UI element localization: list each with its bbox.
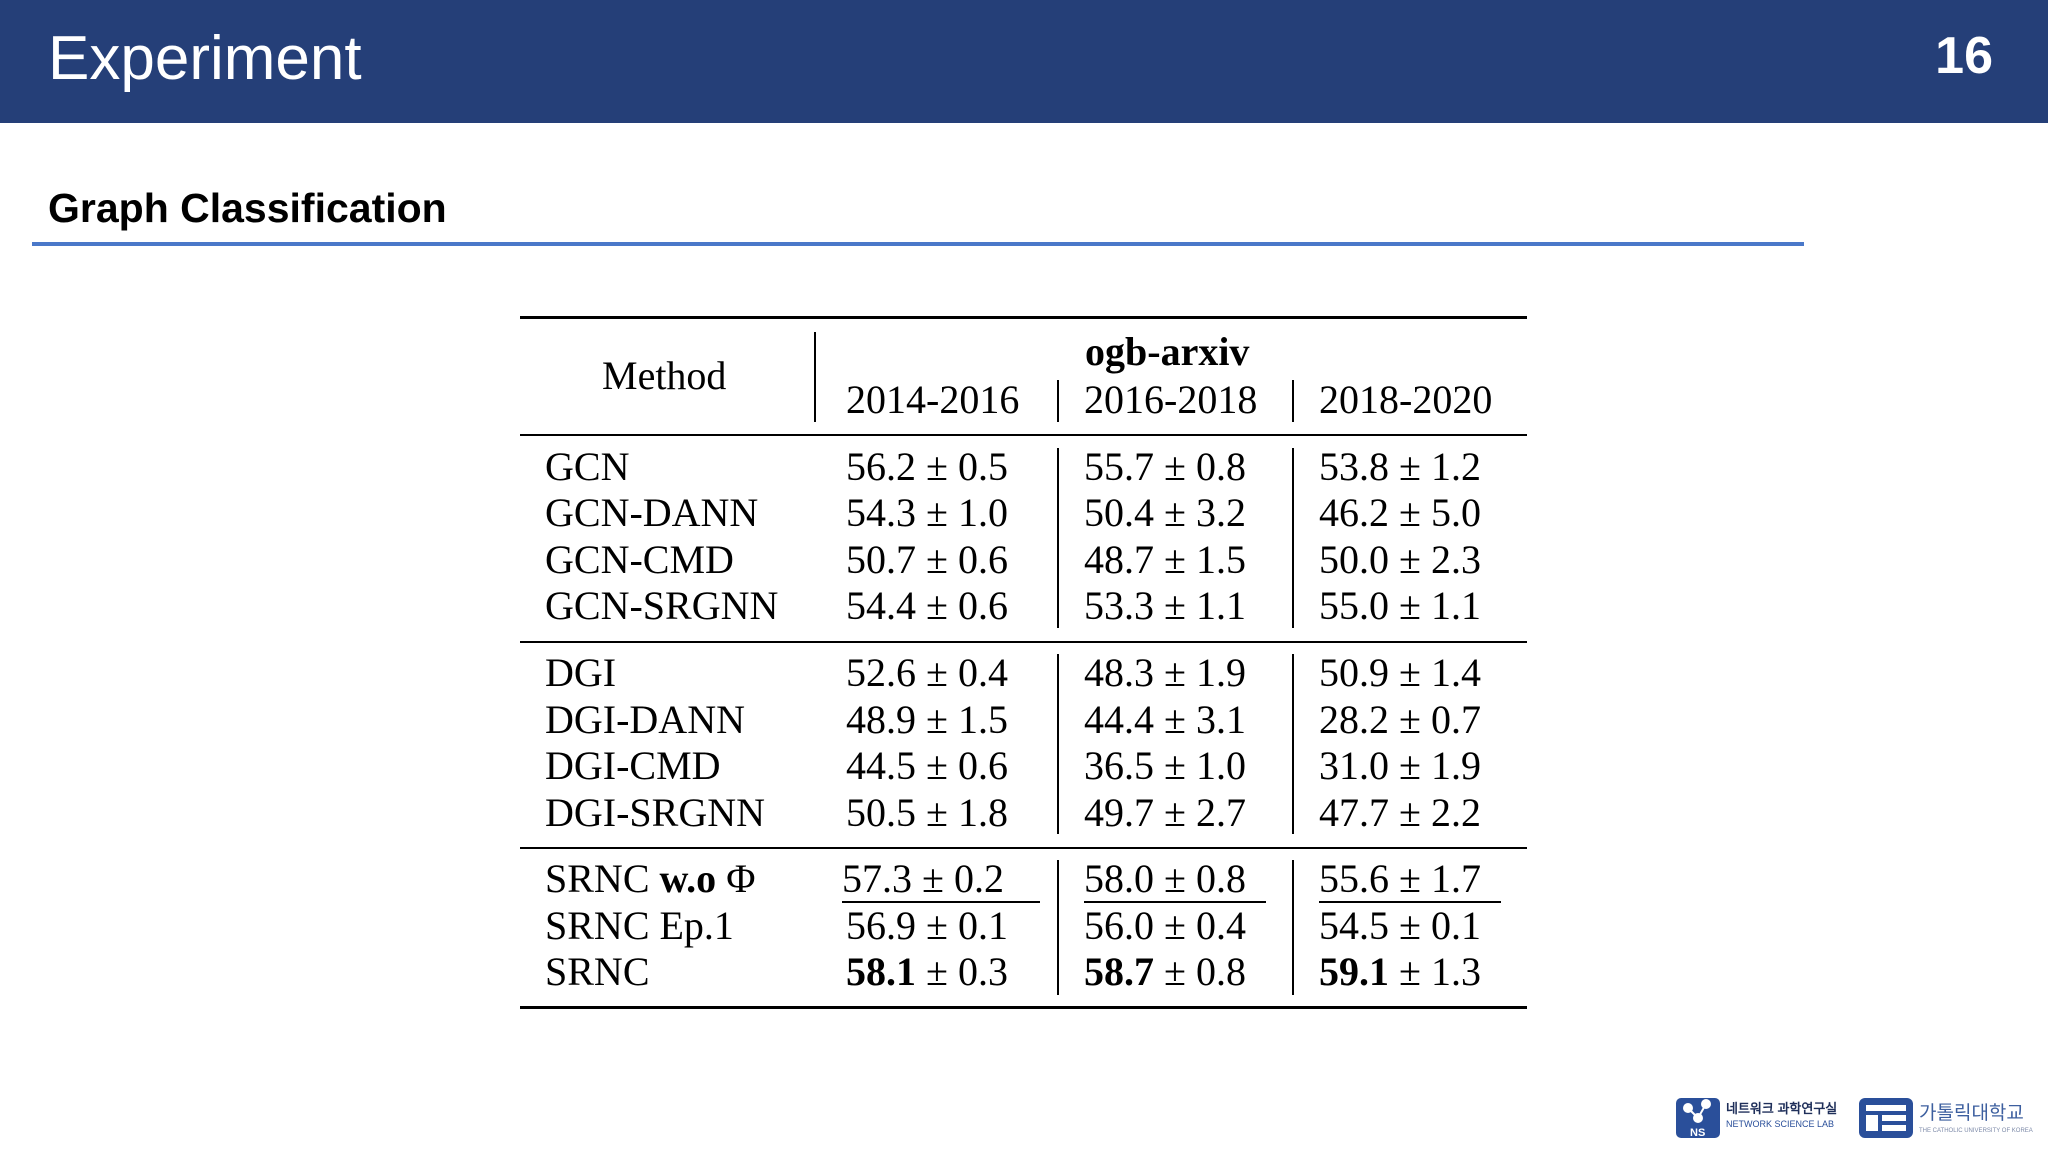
column-separator xyxy=(1057,448,1059,628)
value-underline xyxy=(1319,901,1501,903)
method-cell: DGI xyxy=(545,650,617,695)
value-rest: ± 0.8 xyxy=(1154,949,1246,994)
section-underline xyxy=(32,242,1804,246)
value-bold: 58.7 xyxy=(1084,949,1154,994)
period-header: 2016-2018 xyxy=(1084,377,1258,422)
period-header: 2014-2016 xyxy=(846,377,1020,422)
lab-name-en: NETWORK SCIENCE LAB xyxy=(1726,1119,1834,1129)
value-cell: 50.9 ± 1.4 xyxy=(1319,650,1481,695)
value-cell: 57.3 ± 0.2 xyxy=(842,856,1004,901)
lab-badge: NS xyxy=(1690,1127,1705,1139)
slide-title: Experiment xyxy=(48,24,362,93)
value-cell: 55.0 ± 1.1 xyxy=(1319,583,1481,628)
value-cell: 50.4 ± 3.2 xyxy=(1084,490,1246,535)
value-cell: 50.5 ± 1.8 xyxy=(846,790,1008,835)
univ-name-ko: 가톨릭대학교 xyxy=(1919,1102,2024,1124)
method-cell: GCN-DANN xyxy=(545,490,759,535)
column-separator xyxy=(1292,380,1294,422)
network-science-lab-logo: NS 네트워크 과학연구실 NETWORK SCIENCE LAB xyxy=(1676,1098,1837,1139)
value-rest: ± 1.3 xyxy=(1389,949,1481,994)
method-cell: SRNC xyxy=(545,949,650,994)
value-bold: 58.1 xyxy=(846,949,916,994)
value-cell: 48.3 ± 1.9 xyxy=(1084,650,1246,695)
method-prefix: SRNC xyxy=(545,856,660,901)
value-cell: 55.7 ± 0.8 xyxy=(1084,444,1246,489)
value-cell: 58.1 ± 0.3 xyxy=(846,952,1008,992)
table-bottom-rule xyxy=(520,1006,1527,1009)
value-cell: 56.9 ± 0.1 xyxy=(846,903,1008,948)
value-rest: ± 0.3 xyxy=(916,949,1008,994)
value-underline xyxy=(842,901,1040,903)
value-cell: 46.2 ± 5.0 xyxy=(1319,490,1481,535)
lab-name-ko: 네트워크 과학연구실 xyxy=(1726,1101,1837,1116)
footer-logos: NS 네트워크 과학연구실 NETWORK SCIENCE LAB 가톨릭대학교… xyxy=(1676,1092,2034,1140)
column-separator xyxy=(814,332,816,422)
method-cell: DGI-DANN xyxy=(545,697,745,742)
value-cell: 54.4 ± 0.6 xyxy=(846,583,1008,628)
value-cell: 59.1 ± 1.3 xyxy=(1319,952,1481,992)
logo-graphic: NS 네트워크 과학연구실 NETWORK SCIENCE LAB 가톨릭대학교… xyxy=(1676,1098,2033,1139)
value-underline xyxy=(1084,901,1266,903)
value-cell: 54.5 ± 0.1 xyxy=(1319,903,1481,948)
catholic-university-logo: 가톨릭대학교 THE CATHOLIC UNIVERSITY OF KOREA xyxy=(1859,1098,2033,1138)
column-separator xyxy=(1057,380,1059,422)
table-group-rule xyxy=(520,641,1527,643)
column-separator xyxy=(1292,860,1294,995)
method-cell: GCN xyxy=(545,444,630,489)
results-table: Method ogb-arxiv 2014-2016 2016-2018 201… xyxy=(520,316,1527,1012)
method-cell: GCN-CMD xyxy=(545,537,734,582)
value-cell: 50.7 ± 0.6 xyxy=(846,537,1008,582)
value-cell: 52.6 ± 0.4 xyxy=(846,650,1008,695)
method-suffix: Φ xyxy=(716,856,756,901)
value-cell: 56.2 ± 0.5 xyxy=(846,444,1008,489)
value-bold: 59.1 xyxy=(1319,949,1389,994)
value-cell: 44.5 ± 0.6 xyxy=(846,743,1008,788)
table-header-rule xyxy=(520,434,1527,436)
table-top-rule xyxy=(520,316,1527,319)
value-cell: 44.4 ± 3.1 xyxy=(1084,697,1246,742)
value-cell: 47.7 ± 2.2 xyxy=(1319,790,1481,835)
method-cell: DGI-CMD xyxy=(545,743,721,788)
value-cell: 54.3 ± 1.0 xyxy=(846,490,1008,535)
period-header: 2018-2020 xyxy=(1319,377,1493,422)
value-cell: 48.9 ± 1.5 xyxy=(846,697,1008,742)
dataset-header: ogb-arxiv xyxy=(1085,329,1250,374)
value-cell: 49.7 ± 2.7 xyxy=(1084,790,1246,835)
method-bold: w.o xyxy=(659,856,717,901)
section-title: Graph Classification xyxy=(48,185,447,231)
column-separator xyxy=(1057,860,1059,995)
method-cell: DGI-SRGNN xyxy=(545,790,765,835)
value-cell: 48.7 ± 1.5 xyxy=(1084,537,1246,582)
table-group-rule xyxy=(520,847,1527,849)
value-cell: 31.0 ± 1.9 xyxy=(1319,743,1481,788)
column-separator xyxy=(1057,654,1059,834)
value-cell: 58.7 ± 0.8 xyxy=(1084,952,1246,992)
value-cell: 55.6 ± 1.7 xyxy=(1319,856,1481,901)
method-header: Method xyxy=(602,353,727,398)
method-cell: SRNC w.o Φ xyxy=(545,859,755,899)
value-cell: 56.0 ± 0.4 xyxy=(1084,903,1246,948)
header-bar: Experiment 16 xyxy=(0,0,2048,123)
value-cell: 53.8 ± 1.2 xyxy=(1319,444,1481,489)
column-separator xyxy=(1292,448,1294,628)
column-separator xyxy=(1292,654,1294,834)
value-cell: 50.0 ± 2.3 xyxy=(1319,537,1481,582)
method-cell: GCN-SRGNN xyxy=(545,583,779,628)
univ-name-en: THE CATHOLIC UNIVERSITY OF KOREA xyxy=(1919,1128,2033,1134)
value-cell: 28.2 ± 0.7 xyxy=(1319,697,1481,742)
method-cell: SRNC Ep.1 xyxy=(545,903,734,948)
value-cell: 36.5 ± 1.0 xyxy=(1084,743,1246,788)
value-cell: 53.3 ± 1.1 xyxy=(1084,583,1246,628)
value-cell: 58.0 ± 0.8 xyxy=(1084,856,1246,901)
page-number: 16 xyxy=(1935,27,1993,85)
